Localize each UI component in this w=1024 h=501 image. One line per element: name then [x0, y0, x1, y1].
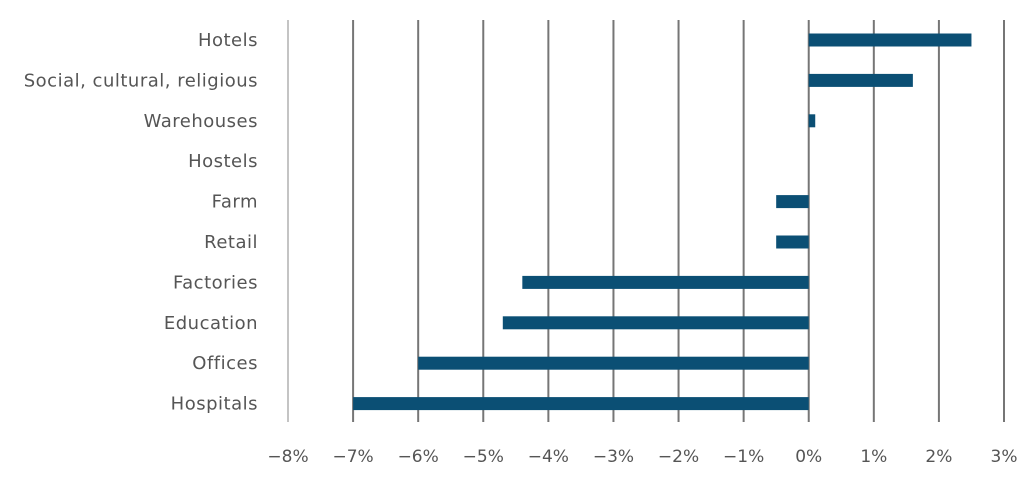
category-label: Farm: [212, 192, 258, 213]
x-tick-label: −7%: [332, 447, 373, 467]
category-label: Hospitals: [171, 394, 258, 415]
category-label: Hotels: [198, 30, 258, 51]
bar: [808, 33, 972, 47]
bar: [808, 114, 816, 128]
gridlines: [287, 20, 1005, 422]
x-tick-label: 3%: [991, 447, 1018, 467]
bar: [353, 397, 809, 411]
bar: [776, 235, 809, 249]
x-tick-label: 2%: [925, 447, 952, 467]
x-tick-label: −3%: [593, 447, 634, 467]
bar: [776, 195, 809, 209]
bars: [353, 33, 972, 411]
category-label: Retail: [204, 232, 258, 253]
bar: [418, 356, 809, 370]
bar: [808, 73, 913, 87]
category-label: Offices: [192, 353, 258, 374]
x-tick-label: −4%: [528, 447, 569, 467]
category-label: Social, cultural, religious: [24, 70, 258, 91]
bar: [522, 275, 809, 289]
category-label: Warehouses: [144, 111, 258, 132]
category-labels: Hotels Social, cultural, religious Warehou…: [24, 30, 258, 415]
x-tick-label: −5%: [463, 447, 504, 467]
category-label: Factories: [173, 272, 258, 293]
x-tick-label: −2%: [658, 447, 699, 467]
category-label: Hostels: [188, 151, 258, 172]
x-tick-label: −6%: [398, 447, 439, 467]
x-tick-label: 0%: [795, 447, 822, 467]
x-tick-label: 1%: [860, 447, 887, 467]
bar: [502, 316, 809, 330]
x-tick-labels: −8% −7% −6% −5% −4% −3% −2% −1% 0% 1% 2% 3%: [267, 447, 1017, 467]
x-tick-label: −1%: [723, 447, 764, 467]
category-label: Education: [164, 313, 258, 334]
x-tick-label: −8%: [267, 447, 308, 467]
